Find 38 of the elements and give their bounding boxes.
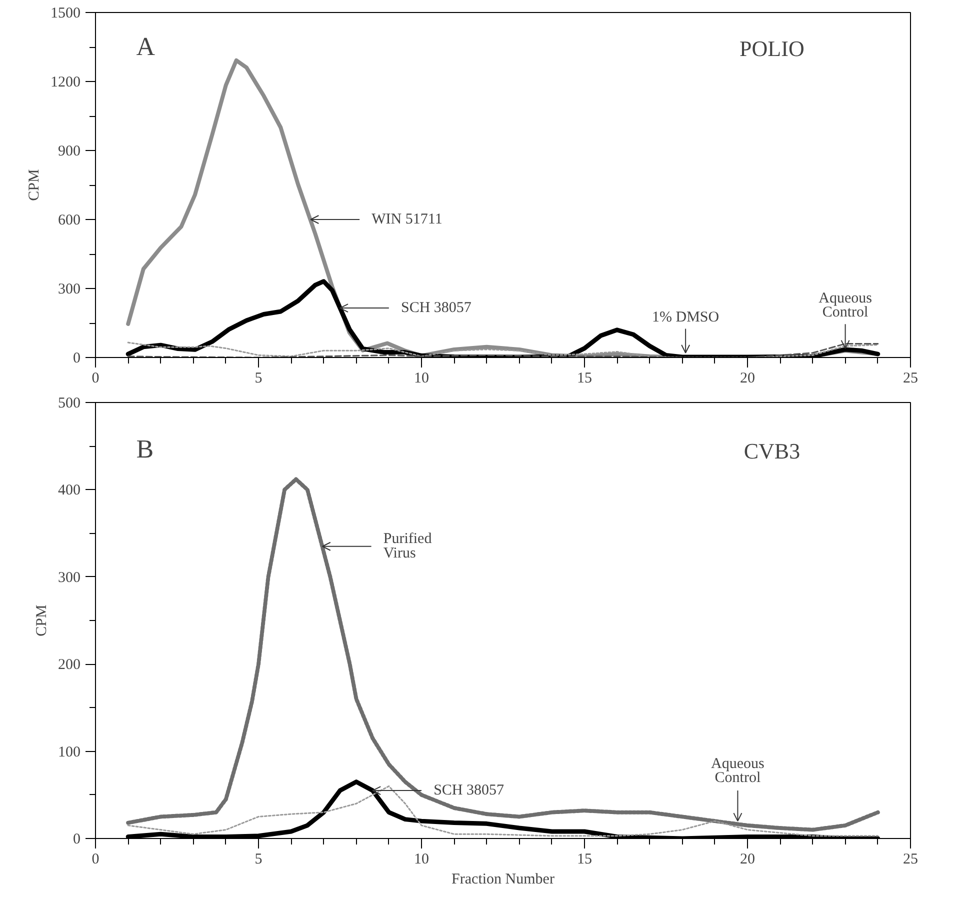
y-tick-label: 500 <box>58 396 80 412</box>
x-tick-label: 25 <box>903 370 918 386</box>
y-tick-label: 300 <box>58 282 80 298</box>
y-tick-label: 300 <box>58 570 80 586</box>
annotation: WIN 51711 <box>372 212 442 228</box>
x-tick-label: 10 <box>414 852 429 868</box>
x-tick-label: 0 <box>92 370 100 386</box>
y-tick-label: 0 <box>73 832 80 848</box>
x-tick-label: 15 <box>577 852 592 868</box>
x-tick-label: 25 <box>903 852 918 868</box>
annotation: SCH 38057 <box>400 300 472 316</box>
annotation: Aqueous Control <box>711 756 765 786</box>
annotation: Aqueous Control <box>818 290 872 321</box>
y-axis-title: CPM <box>34 604 50 636</box>
y-axis-title: CPM <box>26 169 42 201</box>
annotation: 1% DMSO <box>652 309 720 326</box>
y-tick-label: 900 <box>58 144 80 160</box>
y-tick-label: 400 <box>58 482 80 499</box>
text: B <box>136 434 154 464</box>
x-tick-label: 10 <box>414 370 429 386</box>
x-tick-label: 20 <box>740 852 755 868</box>
y-tick-label: 1500 <box>50 6 80 22</box>
x-tick-label: 0 <box>92 852 100 868</box>
x-tick-label: 20 <box>740 370 755 386</box>
text: POLIO <box>740 36 804 61</box>
y-tick-label: 600 <box>58 212 80 228</box>
x-tick-label: 5 <box>254 852 262 868</box>
y-tick-label: 1200 <box>50 74 80 90</box>
y-tick-label: 100 <box>58 744 80 760</box>
x-axis-title: Fraction Number <box>452 872 554 888</box>
x-tick-label: 15 <box>577 370 592 386</box>
text: CVB3 <box>744 438 800 464</box>
y-tick-label: 200 <box>58 657 80 674</box>
x-tick-label: 5 <box>254 370 262 386</box>
text: A <box>136 32 156 61</box>
annotation: Purified Virus <box>383 531 432 562</box>
annotation: SCH 38057 <box>434 782 505 799</box>
y-tick-label: 0 <box>73 350 80 366</box>
